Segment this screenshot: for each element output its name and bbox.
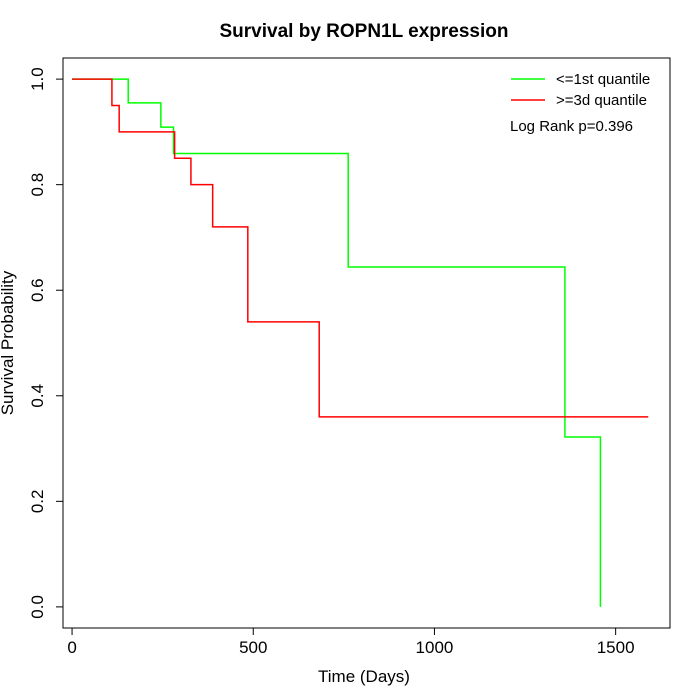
x-axis-label: Time (Days) — [318, 667, 410, 686]
plot-frame — [62, 57, 671, 629]
y-tick-label: 0.0 — [28, 595, 47, 619]
series-line-2 — [72, 78, 649, 418]
legend-label-2: >=3d quantile — [556, 92, 647, 109]
y-tick-label: 1.0 — [28, 67, 47, 91]
x-tick-label: 0 — [67, 638, 76, 657]
y-axis: 0.0 0.2 0.4 0.6 0.8 1.0 — [28, 67, 63, 619]
chart-title: Survival by ROPN1L expression — [220, 21, 509, 42]
legend-label-1: <=1st quantile — [556, 71, 650, 88]
series-line-1 — [72, 78, 602, 607]
series-layer — [72, 78, 649, 607]
y-axis-label: Survival Probability — [0, 270, 17, 415]
x-axis: 0 500 1000 1500 — [67, 628, 635, 657]
x-tick-label: 500 — [239, 638, 267, 657]
y-tick-label: 0.4 — [28, 384, 47, 408]
log-rank-annotation: Log Rank p=0.396 — [510, 118, 633, 135]
x-tick-label: 1000 — [416, 638, 454, 657]
legend: <=1st quantile >=3d quantile — [511, 71, 650, 109]
y-tick-label: 0.8 — [28, 173, 47, 197]
y-tick-label: 0.2 — [28, 490, 47, 514]
y-tick-label: 0.6 — [28, 278, 47, 302]
x-tick-label: 1500 — [597, 638, 635, 657]
